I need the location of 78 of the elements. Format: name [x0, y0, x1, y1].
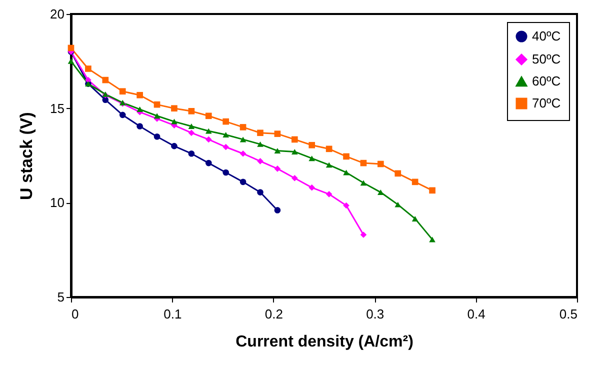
point: [68, 58, 74, 64]
point: [154, 113, 160, 119]
point: [412, 178, 418, 186]
y-tick-label: 5: [57, 290, 64, 304]
point: [257, 158, 264, 164]
point: [308, 184, 316, 191]
point: [205, 112, 212, 120]
point: [378, 160, 384, 168]
point: [154, 101, 160, 108]
x-axis-title: Current density (A/cm²): [236, 334, 414, 350]
point: [291, 148, 298, 154]
point: [394, 170, 402, 177]
point: [136, 106, 143, 112]
point: [205, 136, 212, 143]
point: [412, 216, 418, 222]
point: [68, 44, 74, 52]
legend-label: 60ºC: [532, 74, 561, 88]
y-tick-label: 10: [50, 195, 64, 210]
x-tick-label: 0.3: [366, 306, 384, 322]
point: [326, 146, 332, 152]
point: [360, 180, 367, 186]
x-tick-label: 0.2: [264, 306, 283, 322]
x-tick-label: 0.1: [164, 306, 182, 322]
point: [308, 142, 316, 148]
point: [222, 118, 229, 125]
point: [188, 108, 195, 114]
point: [85, 66, 92, 72]
point: [136, 123, 143, 130]
point: [394, 202, 402, 208]
legend-label: 50ºC: [532, 52, 561, 66]
point: [274, 130, 281, 137]
point: [222, 144, 229, 150]
point: [274, 207, 281, 214]
point: [205, 160, 212, 166]
point: [240, 124, 246, 130]
point: [308, 156, 316, 162]
point: [274, 166, 281, 172]
point: [205, 128, 212, 134]
legend-label: 40ºC: [532, 28, 561, 44]
point: [240, 150, 246, 157]
point: [102, 76, 109, 84]
point: [257, 130, 264, 136]
x-tick-label: 0.5: [559, 306, 578, 322]
point: [326, 162, 332, 168]
point: [257, 189, 264, 196]
point: [102, 96, 109, 103]
point: [343, 170, 350, 176]
point: [188, 150, 195, 157]
point: [360, 160, 367, 166]
x-tick-label: 0.4: [467, 306, 486, 322]
point: [171, 118, 178, 124]
point: [291, 136, 298, 143]
point: [136, 92, 143, 98]
point: [119, 88, 126, 95]
point: [291, 174, 298, 182]
point: [188, 124, 195, 129]
point: [119, 112, 126, 118]
point: [222, 132, 229, 138]
point: [326, 191, 332, 198]
point: [429, 236, 436, 242]
point: [429, 187, 436, 194]
point: [171, 105, 178, 112]
point: [240, 178, 246, 186]
point: [274, 148, 281, 154]
point: [343, 202, 350, 209]
legend-label: 70ºC: [532, 96, 561, 110]
point: [257, 141, 264, 147]
point: [188, 130, 195, 136]
point: [360, 232, 367, 238]
point: [240, 136, 246, 142]
y-tick-label: 20: [50, 6, 64, 22]
y-axis-title: U stack (V): [17, 112, 36, 200]
point: [171, 142, 178, 150]
point: [222, 169, 229, 176]
point: [154, 133, 160, 140]
y-tick-label: 15: [50, 100, 64, 116]
x-tick-label: 0: [72, 306, 79, 322]
point: [343, 153, 350, 160]
